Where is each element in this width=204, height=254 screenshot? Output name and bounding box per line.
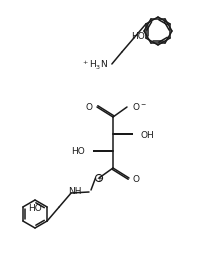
Text: HO: HO [131,31,145,40]
Text: O: O [86,103,93,112]
Text: $^+$H$_3$N: $^+$H$_3$N [81,58,108,71]
Polygon shape [113,134,133,135]
Text: O$^-$: O$^-$ [132,101,147,112]
Text: O: O [133,174,140,183]
Text: HO: HO [28,204,42,213]
Polygon shape [93,151,113,152]
Text: OH: OH [141,130,155,139]
Text: +: + [96,175,102,181]
Text: NH: NH [69,187,82,196]
Text: HO: HO [71,147,85,156]
